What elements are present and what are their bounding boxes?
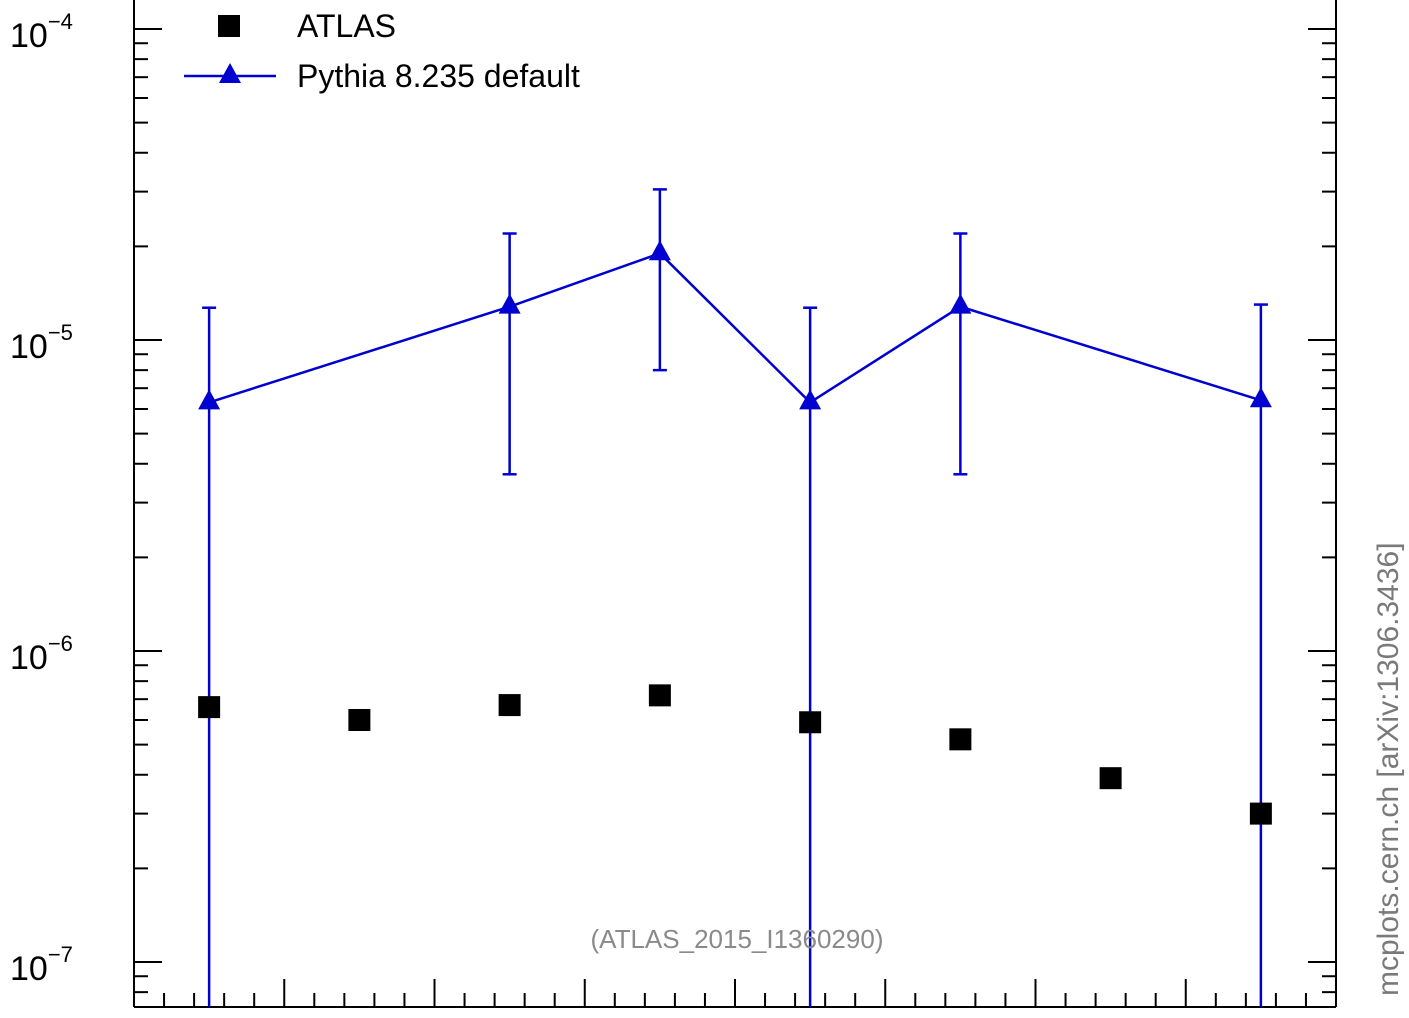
pythia-point <box>1249 387 1272 408</box>
legend-pythia-marker <box>219 63 241 83</box>
annotation-label: (ATLAS_2015_I1360290) <box>591 924 884 954</box>
y-tick-label: 10−6 <box>10 631 73 677</box>
atlas-point <box>198 696 221 719</box>
y-tick-labels: 10−4 10−5 10−6 10−7 <box>10 9 73 988</box>
legend: ATLAS Pythia 8.235 default <box>184 8 580 94</box>
pythia-point <box>648 240 671 261</box>
atlas-point <box>498 694 521 717</box>
atlas-point <box>348 708 371 731</box>
atlas-point <box>1099 767 1122 790</box>
pythia-point <box>949 293 972 314</box>
atlas-point <box>1249 802 1272 825</box>
y-tick-label: 10−5 <box>10 320 73 366</box>
atlas-point <box>648 684 671 707</box>
pythia-point <box>498 293 521 314</box>
legend-atlas-marker <box>218 15 240 37</box>
series-marks <box>198 188 1272 1007</box>
legend-atlas-label: ATLAS <box>297 8 396 44</box>
pythia-line <box>208 251 1262 404</box>
atlas-point <box>949 728 972 751</box>
axis-ticks <box>133 28 1337 1007</box>
pythia-point <box>198 389 221 410</box>
y-tick-label: 10−7 <box>10 942 73 988</box>
atlas-point <box>799 711 822 734</box>
plot-frame <box>133 0 1337 1008</box>
pythia-point <box>799 389 822 410</box>
legend-pythia-label: Pythia 8.235 default <box>297 58 580 94</box>
side-label: mcplots.cern.ch [arXiv:1306.3436] <box>1372 542 1405 996</box>
y-tick-label: 10−4 <box>10 9 73 55</box>
